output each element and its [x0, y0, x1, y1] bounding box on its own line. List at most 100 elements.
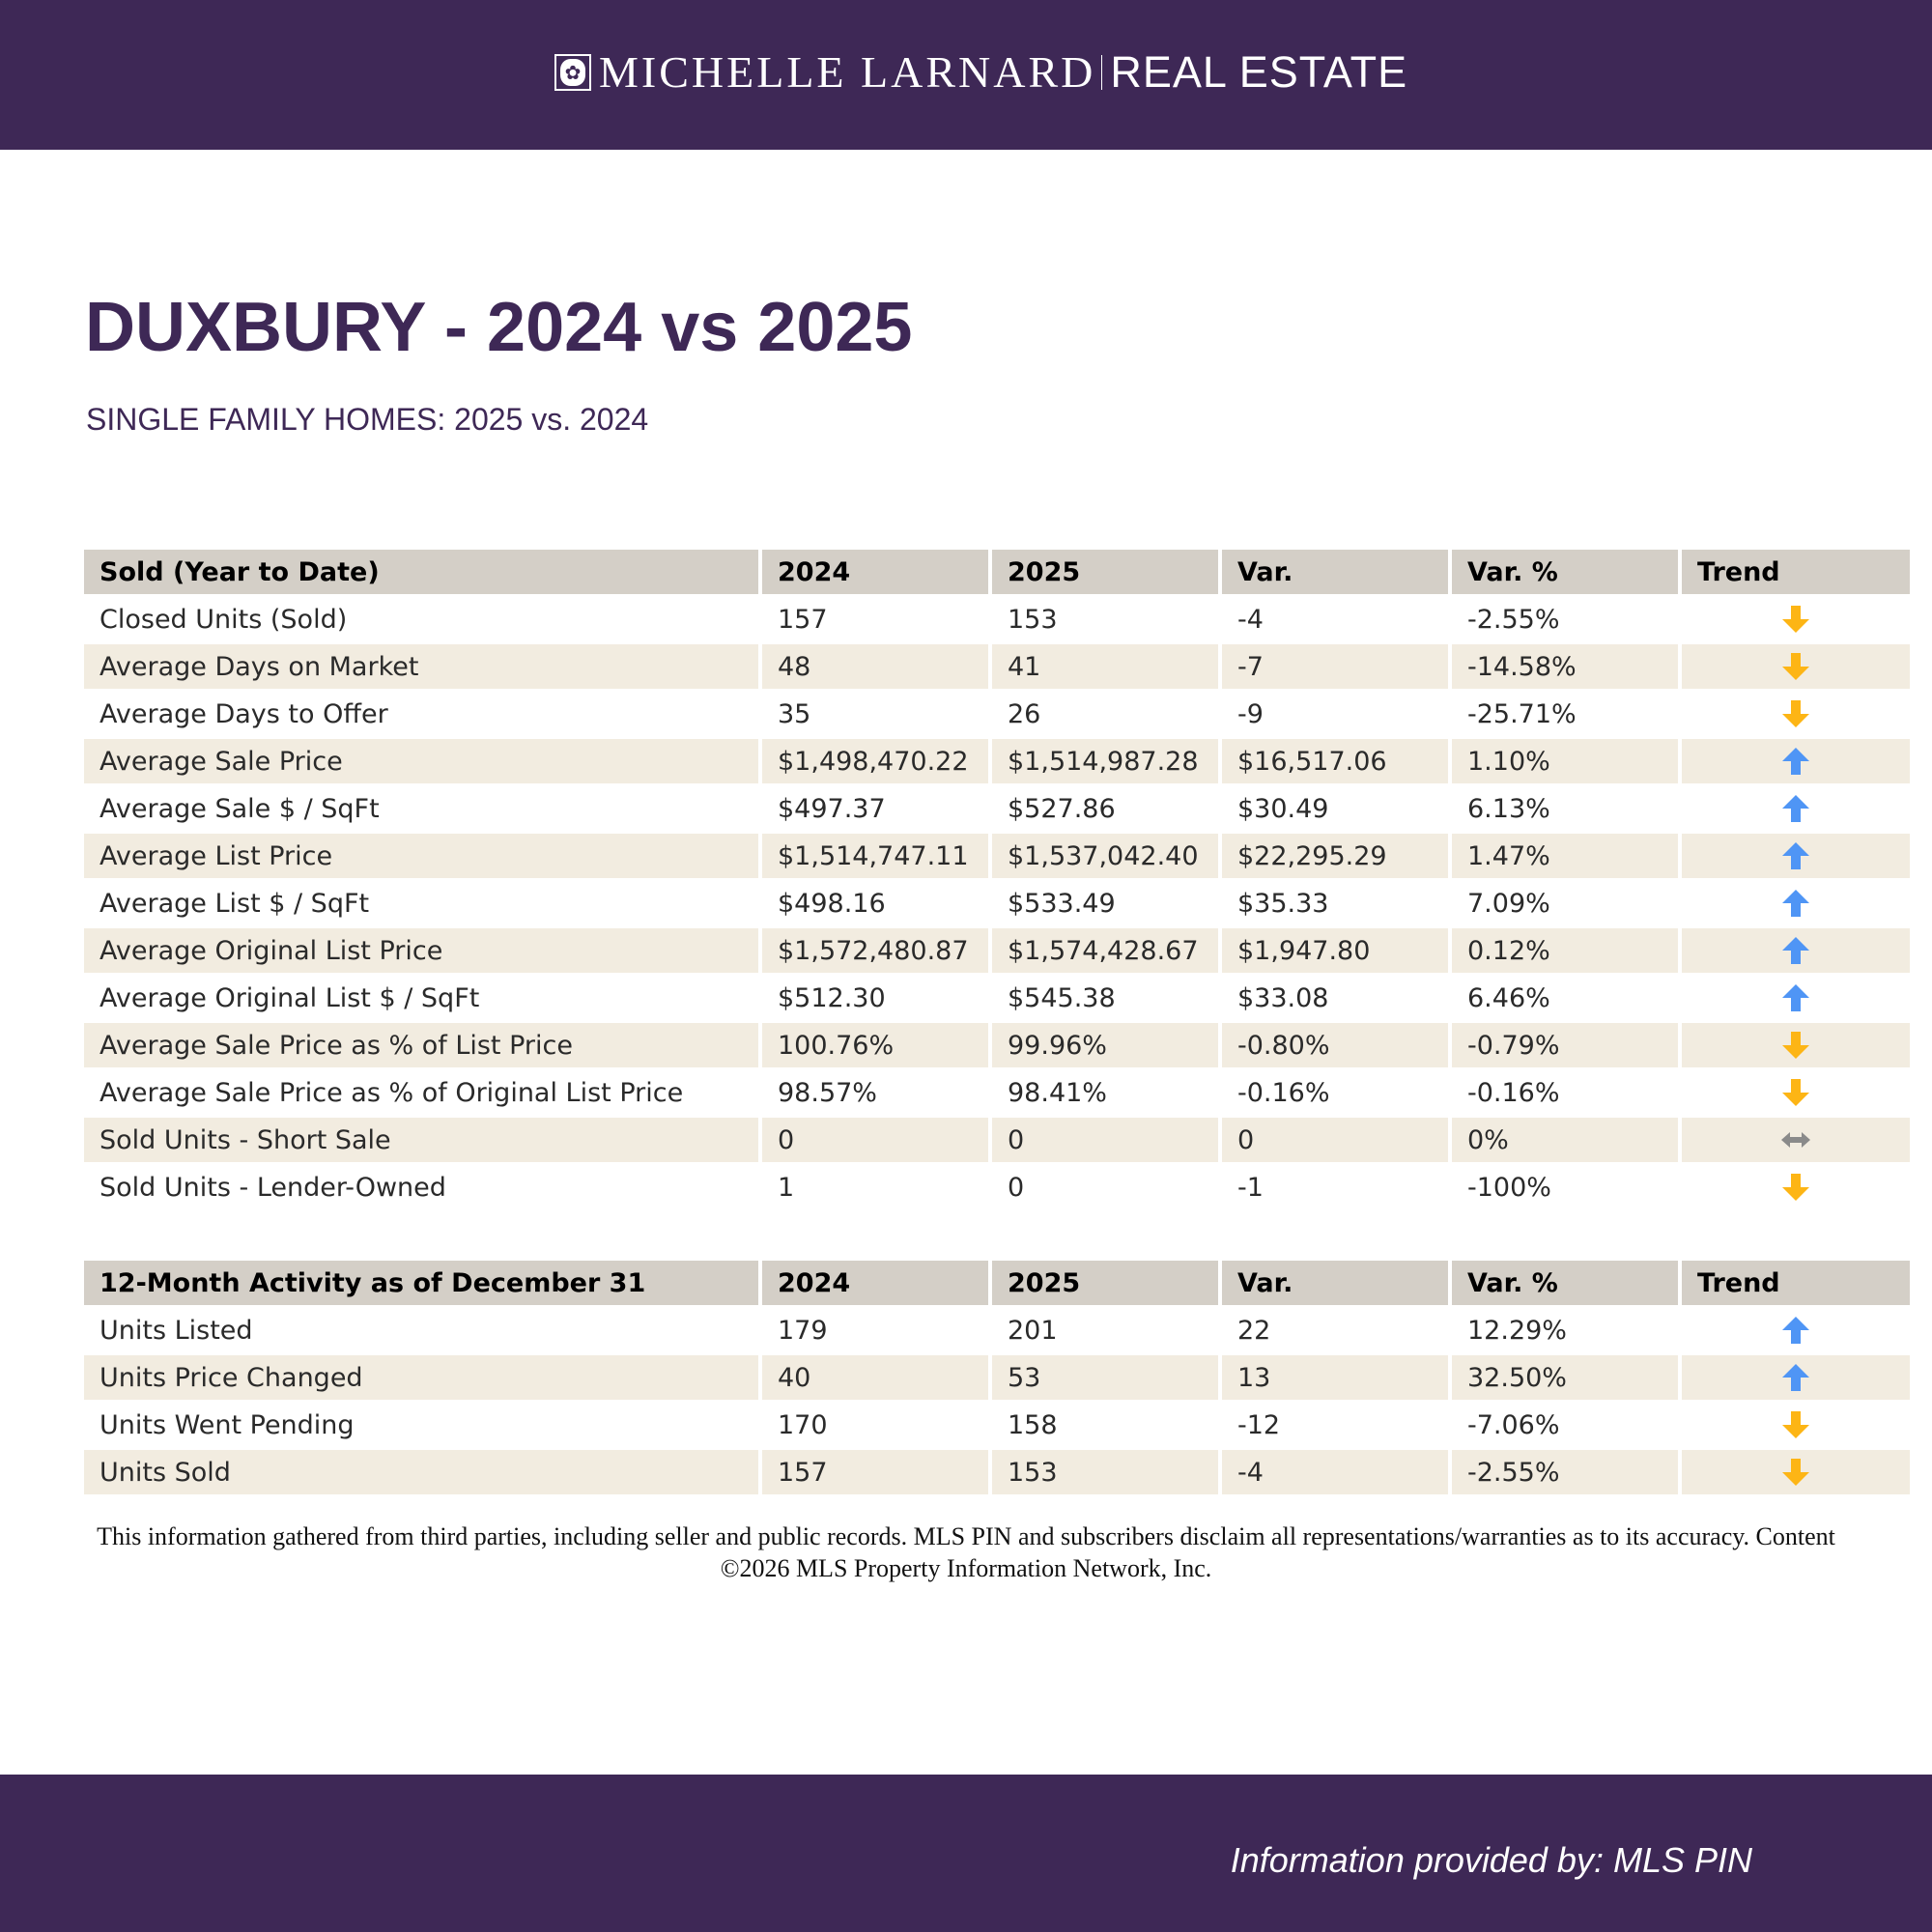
metric-label: Average Original List Price — [84, 928, 758, 973]
brand-suffix: REAL ESTATE — [1110, 46, 1408, 97]
value-2025: $1,514,987.28 — [992, 739, 1218, 783]
trend-down-arrow-icon — [1779, 1457, 1812, 1487]
metric-label: Units Sold — [84, 1450, 758, 1494]
trend-cell — [1682, 1450, 1910, 1494]
column-header: 2024 — [762, 1261, 988, 1305]
trend-cell — [1682, 1355, 1910, 1400]
trend-down-arrow-icon — [1779, 698, 1812, 728]
variance-percent: -25.71% — [1467, 698, 1577, 729]
value-2025: 41 — [992, 644, 1218, 689]
variance-percent: 0% — [1452, 1118, 1678, 1162]
variance-percent: -14.58% — [1452, 644, 1678, 689]
column-header: Sold (Year to Date) — [84, 550, 758, 594]
metric-label: Sold Units - Short Sale — [84, 1118, 758, 1162]
value-2025: $527.86 — [1008, 793, 1116, 824]
value-2024: $512.30 — [778, 982, 886, 1013]
trend-cell — [1682, 1165, 1910, 1209]
variance-percent: 6.13% — [1467, 793, 1550, 824]
table-row: Sold Units - Short Sale 0 0 0 0% — [84, 1118, 1910, 1162]
column-header: 2025 — [992, 1261, 1218, 1305]
column-header: 12-Month Activity as of December 31 — [84, 1261, 758, 1305]
variance: $16,517.06 — [1222, 739, 1448, 783]
sold-ytd-table: Sold (Year to Date) 2024 2025 Var. Var. % Tre… — [80, 547, 1914, 1212]
value-2024: 0 — [762, 1118, 988, 1162]
variance-percent: -7.06% — [1467, 1409, 1560, 1440]
trend-down-arrow-icon — [1779, 1030, 1812, 1060]
trend-up-arrow-icon — [1779, 982, 1812, 1012]
column-header: Var. % — [1452, 550, 1678, 594]
table-row: Units Sold 157 153 -4 -2.55% — [84, 1450, 1910, 1494]
value-2024: 157 — [762, 1450, 988, 1494]
variance: $33.08 — [1237, 982, 1329, 1013]
trend-down-arrow-icon — [1779, 651, 1812, 681]
value-2025: $1,574,428.67 — [992, 928, 1218, 973]
value-2024: 100.76% — [762, 1023, 988, 1067]
variance-percent: 6.46% — [1467, 982, 1550, 1013]
trend-cell — [1682, 1118, 1910, 1162]
value-2024: 40 — [762, 1355, 988, 1400]
metric-label: Closed Units (Sold) — [99, 604, 348, 635]
table-row: Average Sale Price as % of Original List… — [84, 1070, 1910, 1115]
trend-cell — [1682, 739, 1910, 783]
variance: -0.16% — [1237, 1077, 1330, 1108]
value-2025: $545.38 — [1008, 982, 1116, 1013]
table-row: Sold Units - Lender-Owned 1 0 -1 -100% — [84, 1165, 1910, 1209]
variance-percent: 32.50% — [1452, 1355, 1678, 1400]
metric-label: Average Sale Price — [84, 739, 758, 783]
metric-label: Average List Price — [84, 834, 758, 878]
metric-label: Average Sale Price as % of List Price — [84, 1023, 758, 1067]
variance: $35.33 — [1237, 888, 1329, 919]
value-2024: 35 — [778, 698, 811, 729]
flower-logo-icon: ✿ — [554, 53, 591, 91]
column-header: Var. % — [1452, 1261, 1678, 1305]
variance-percent: -2.55% — [1452, 1450, 1678, 1494]
value-2025: $533.49 — [1008, 888, 1116, 919]
column-header: 2025 — [992, 550, 1218, 594]
trend-down-arrow-icon — [1779, 1172, 1812, 1202]
variance-percent: -2.55% — [1467, 604, 1560, 635]
variance: $1,947.80 — [1222, 928, 1448, 973]
table-row: Closed Units (Sold) 157 153 -4 -2.55% — [84, 597, 1910, 641]
header-bar: ✿ MICHELLE LARNARD REAL ESTATE — [0, 0, 1932, 150]
value-2025: 153 — [1008, 604, 1058, 635]
metric-label: Average Days to Offer — [99, 698, 388, 729]
metric-label: Average Sale $ / SqFt — [99, 793, 380, 824]
trend-up-arrow-icon — [1779, 793, 1812, 823]
variance: -1 — [1237, 1172, 1264, 1203]
value-2025: 98.41% — [1008, 1077, 1107, 1108]
trend-cell — [1682, 597, 1910, 641]
metric-label: Units Went Pending — [99, 1409, 355, 1440]
column-header: Trend — [1682, 1261, 1910, 1305]
value-2024: 1 — [778, 1172, 795, 1203]
table-row: Average Sale Price $1,498,470.22 $1,514,… — [84, 739, 1910, 783]
metric-label: Average List $ / SqFt — [99, 888, 370, 919]
value-2025: 153 — [992, 1450, 1218, 1494]
trend-up-arrow-icon — [1779, 1315, 1812, 1345]
variance: 13 — [1222, 1355, 1448, 1400]
trend-cell — [1682, 1070, 1910, 1115]
column-header: Var. — [1222, 1261, 1448, 1305]
value-2024: $1,514,747.11 — [762, 834, 988, 878]
page-subtitle: SINGLE FAMILY HOMES: 2025 vs. 2024 — [86, 402, 649, 437]
brand-name: MICHELLE LARNARD — [599, 47, 1096, 97]
value-2025: 0 — [1008, 1172, 1025, 1203]
trend-down-arrow-icon — [1779, 604, 1812, 634]
metric-label: Units Listed — [99, 1315, 253, 1346]
variance: -0.80% — [1222, 1023, 1448, 1067]
brand-logo: ✿ MICHELLE LARNARD REAL ESTATE — [554, 46, 1407, 98]
variance: $30.49 — [1237, 793, 1329, 824]
value-2024: 157 — [778, 604, 828, 635]
value-2024: 179 — [778, 1315, 828, 1346]
value-2025: 158 — [1008, 1409, 1058, 1440]
table-header-row: 12-Month Activity as of December 31 2024 2… — [84, 1261, 1910, 1305]
brand-divider — [1101, 54, 1103, 90]
table-row: Average Sale $ / SqFt $497.37 $527.86 $3… — [84, 786, 1910, 831]
trend-cell — [1682, 881, 1910, 925]
table-row: Average Days to Offer 35 26 -9 -25.71% — [84, 692, 1910, 736]
trend-down-arrow-icon — [1779, 1077, 1812, 1107]
variance-percent: -0.16% — [1467, 1077, 1560, 1108]
trend-up-arrow-icon — [1779, 840, 1812, 870]
variance: -7 — [1222, 644, 1448, 689]
trend-up-arrow-icon — [1779, 1362, 1812, 1392]
trend-down-arrow-icon — [1779, 1409, 1812, 1439]
